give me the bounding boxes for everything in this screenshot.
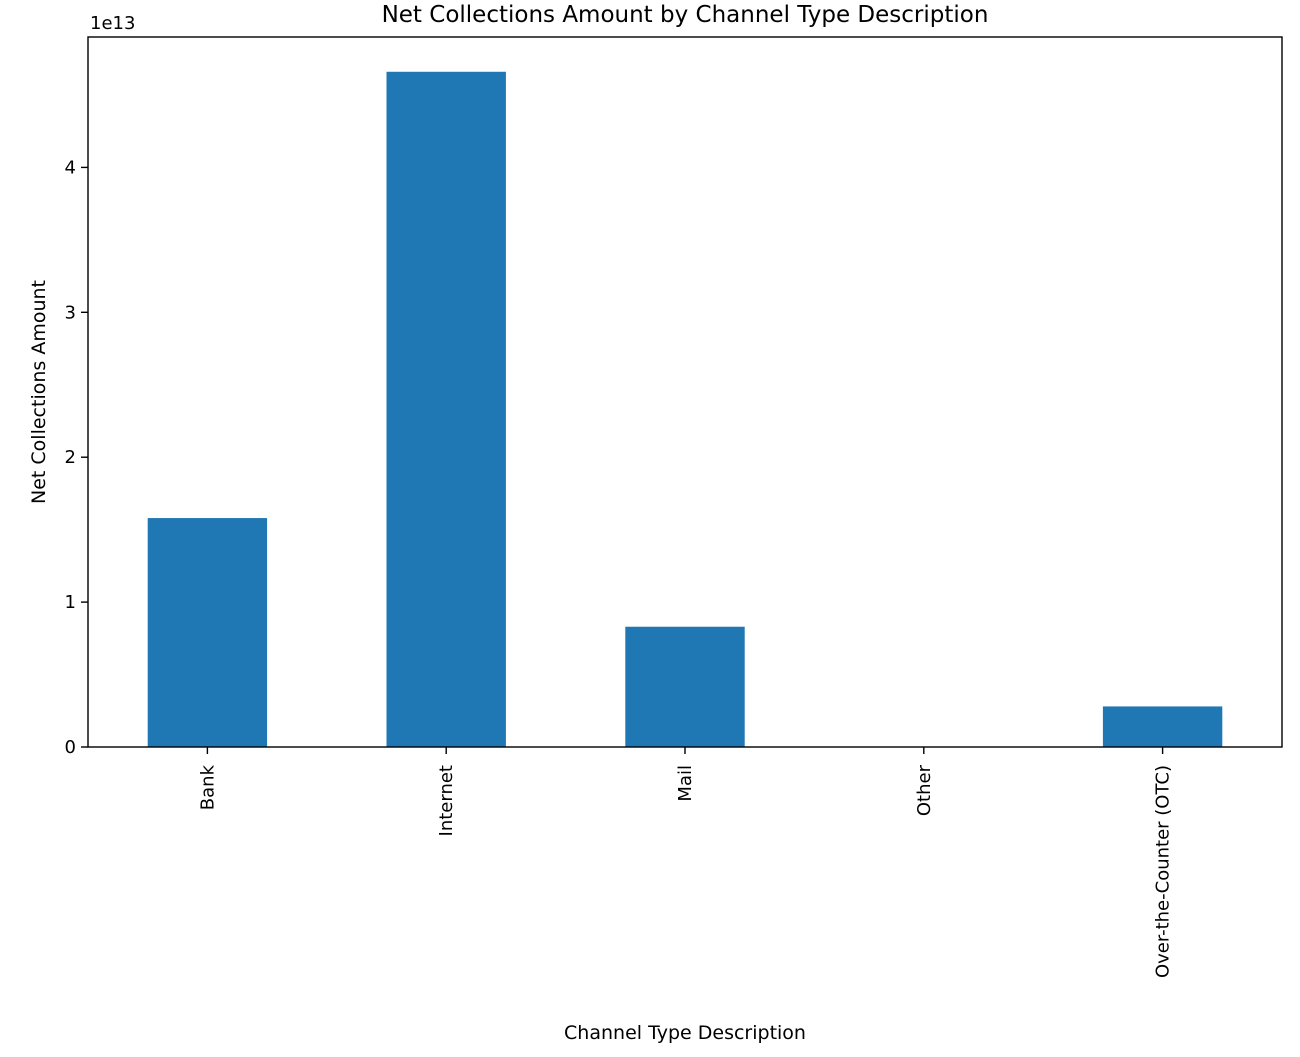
bar-internet xyxy=(386,71,506,747)
chart-title: Net Collections Amount by Channel Type D… xyxy=(382,2,989,28)
y-tick-label: 4 xyxy=(65,157,76,178)
y-tick-label: 0 xyxy=(65,737,76,758)
x-tick-label: Other xyxy=(914,764,935,816)
x-axis-ticks: Bank Internet Mail Other Over-the-Counter (O… xyxy=(197,747,1174,978)
x-tick-label: Bank xyxy=(197,764,218,810)
y-tick-label: 1 xyxy=(65,592,76,613)
bar-over-the-counter-otc xyxy=(1102,706,1223,747)
y-tick-label: 3 xyxy=(65,302,76,323)
x-tick-label: Over-the-Counter (OTC) xyxy=(1153,765,1174,978)
x-tick-label: Internet xyxy=(436,765,457,836)
y-axis-label: Net Collections Amount xyxy=(28,280,50,504)
bar-bank xyxy=(147,518,268,747)
y-offset-text: 1e13 xyxy=(90,13,135,34)
plot-area-frame xyxy=(87,36,1283,748)
y-axis-ticks: 0 1 2 3 4 xyxy=(65,157,88,758)
bars-group xyxy=(147,71,1223,747)
bar-mail xyxy=(625,626,745,747)
x-axis-label: Channel Type Description xyxy=(564,1022,806,1044)
x-tick-label: Mail xyxy=(675,765,696,802)
y-tick-label: 2 xyxy=(65,447,76,468)
